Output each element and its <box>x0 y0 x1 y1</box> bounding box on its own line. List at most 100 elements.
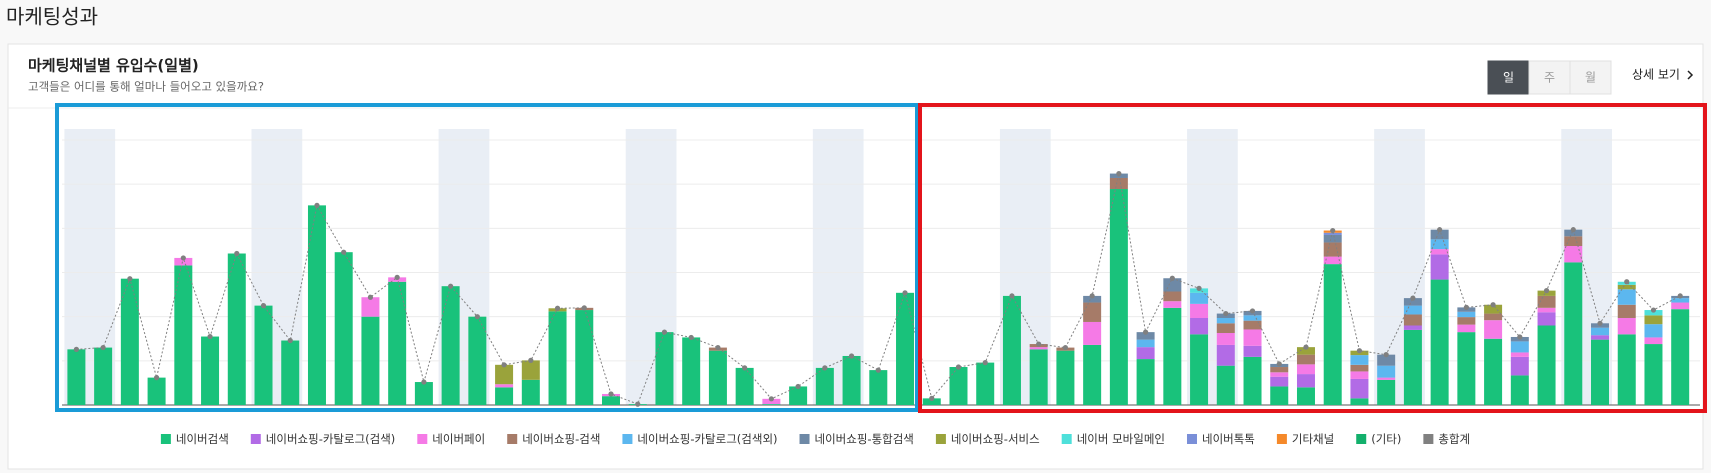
bar-segment <box>976 362 995 405</box>
bar-segment <box>495 364 514 385</box>
bar-segment <box>575 310 594 405</box>
detail-link-text[interactable]: 상세 보기 <box>1632 68 1680 82</box>
total-point <box>902 290 908 296</box>
total-point <box>1143 329 1149 335</box>
total-point <box>287 337 293 344</box>
total-point <box>822 365 828 371</box>
bar-segment <box>1216 344 1235 366</box>
bar-segment <box>1537 307 1556 313</box>
bar-segment <box>735 367 754 405</box>
period-button-label[interactable]: 일 <box>1503 71 1514 85</box>
detail-link[interactable]: 상세 보기 <box>1632 68 1694 82</box>
bar-segment <box>1216 317 1235 324</box>
bar-segment <box>789 386 808 405</box>
bar-segment <box>1109 177 1128 190</box>
bar-segment <box>1190 317 1209 335</box>
legend-swatch <box>1276 434 1287 444</box>
bar-segment <box>1484 320 1503 339</box>
bar-segment <box>1296 387 1315 405</box>
bar-segment <box>334 252 353 405</box>
bar-segment <box>1510 341 1529 353</box>
bar-segment <box>1350 355 1369 365</box>
bar-segment <box>682 337 701 405</box>
bar-segment <box>1296 374 1315 388</box>
bar-segment <box>1377 377 1396 380</box>
highlight-box-blue <box>55 103 919 412</box>
total-point <box>448 283 454 289</box>
bar-segment <box>1136 347 1155 360</box>
total-point <box>554 305 561 311</box>
bar-segment <box>1510 375 1529 405</box>
bar-segment <box>1457 317 1476 325</box>
bar-segment <box>521 360 540 380</box>
bar-segment <box>655 332 674 405</box>
total-point <box>848 353 855 359</box>
total-point <box>1249 308 1256 314</box>
total-point <box>1196 285 1202 291</box>
bar-segment <box>1190 334 1209 405</box>
bar-segment <box>1216 333 1235 345</box>
total-point <box>73 346 79 352</box>
bar-segment <box>1216 323 1235 334</box>
bar-segment <box>1591 339 1610 405</box>
period-button-bg[interactable] <box>1487 60 1530 95</box>
bar-segment <box>1537 325 1556 405</box>
bar-segment <box>201 336 220 405</box>
bar-segment <box>1350 364 1369 372</box>
chevron-icon <box>1687 70 1694 80</box>
bar-segment <box>1083 302 1102 322</box>
legend-swatch <box>417 434 428 444</box>
bar-segment <box>1403 298 1422 306</box>
bar-segment <box>1671 298 1690 303</box>
total-point <box>528 357 534 363</box>
period-button[interactable]: 일 <box>1487 60 1530 95</box>
bar-segment <box>1617 284 1636 290</box>
bar-segment <box>147 377 166 405</box>
bar-segment <box>441 286 460 405</box>
bar-segment <box>1644 310 1663 316</box>
bar-segment <box>1564 262 1583 405</box>
bar-segment <box>495 387 514 405</box>
bar-segment <box>1190 303 1209 318</box>
bar-segment <box>1083 344 1102 405</box>
bar-segment <box>1296 347 1315 355</box>
bar-segment <box>1377 379 1396 405</box>
period-button-bg[interactable] <box>1528 60 1571 95</box>
total-point <box>100 344 106 351</box>
legend-label: 네이버페이 <box>432 432 485 446</box>
legend-swatch <box>1356 434 1367 444</box>
bar-segment <box>1002 295 1021 405</box>
period-button[interactable]: 주 <box>1528 60 1571 95</box>
period-button[interactable]: 월 <box>1569 60 1612 95</box>
bar-segment <box>1671 309 1690 405</box>
bar-segment <box>1056 350 1075 405</box>
total-point <box>768 396 774 402</box>
total-point <box>207 333 213 340</box>
bar-segment <box>1323 242 1342 257</box>
bar-segment <box>94 347 113 405</box>
bar-segment <box>1430 254 1449 280</box>
bar-segment <box>1163 301 1182 308</box>
bar-segment <box>1564 236 1583 246</box>
bar-segment <box>602 396 620 405</box>
bar-segment <box>1029 349 1048 405</box>
bar-segment <box>1644 344 1663 405</box>
bar-segment <box>1430 239 1449 250</box>
chart-subtitle: 고객들은 어디를 통해 얼마나 들어오고 있을까요? <box>28 80 264 94</box>
total-point <box>688 334 694 341</box>
bar-segment <box>1323 234 1342 243</box>
legend-label: 네이버쇼핑-서비스 <box>951 432 1040 446</box>
bar-segment <box>1403 325 1422 330</box>
period-button-label[interactable]: 월 <box>1585 71 1596 85</box>
bar-segment <box>281 340 300 405</box>
bar-segment <box>869 370 888 405</box>
period-button-label[interactable]: 주 <box>1544 71 1555 85</box>
bar-segment <box>548 311 567 405</box>
bar-segment <box>227 253 246 405</box>
total-point <box>180 255 186 261</box>
bar-segment <box>1671 302 1690 310</box>
period-button-bg[interactable] <box>1569 60 1612 95</box>
total-point <box>875 367 881 373</box>
legend-swatch <box>622 434 633 444</box>
